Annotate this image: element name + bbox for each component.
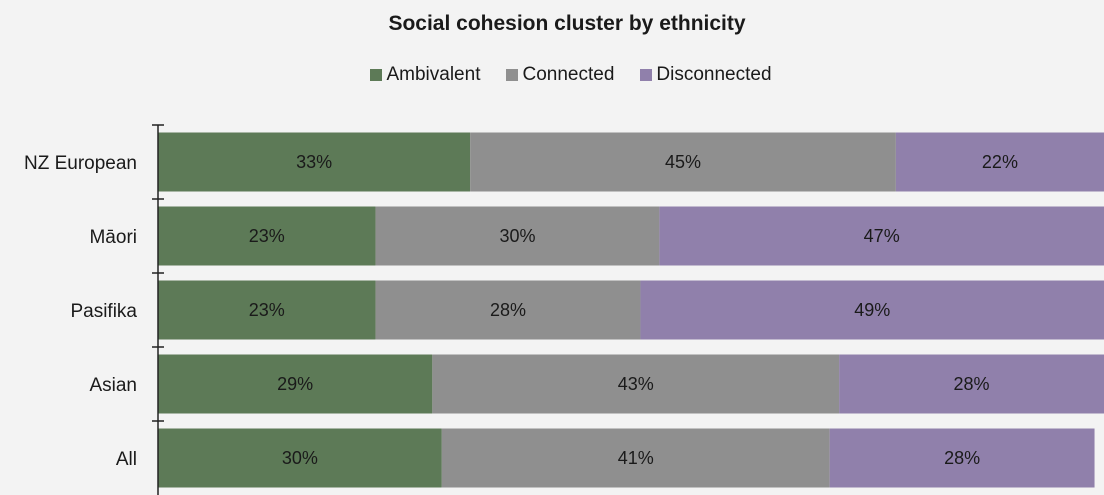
- legend-item-connected: Connected: [506, 64, 614, 86]
- bar-nz-european-disconnected: [895, 132, 1104, 192]
- data-label-maori-connected: 30%: [499, 226, 535, 246]
- data-label-pasifika-disconnected: 49%: [854, 300, 890, 320]
- bar-asian-ambivalent: [158, 354, 433, 414]
- bar-all-disconnected: [829, 428, 1095, 488]
- data-label-pasifika-ambivalent: 23%: [249, 300, 285, 320]
- legend-swatch-ambivalent: [370, 69, 383, 81]
- data-label-asian-ambivalent: 29%: [277, 374, 313, 394]
- data-label-nz-european-ambivalent: 33%: [296, 152, 332, 172]
- legend-item-ambivalent: Ambivalent: [370, 64, 480, 86]
- data-label-all-connected: 41%: [618, 448, 654, 468]
- bar-maori-disconnected: [659, 206, 1104, 266]
- bar-pasifika-connected: [375, 280, 641, 340]
- bar-nz-european-ambivalent: [158, 132, 471, 192]
- data-label-asian-disconnected: 28%: [954, 374, 990, 394]
- bar-maori-connected: [375, 206, 660, 266]
- category-label-pasifika: Pasifika: [70, 301, 137, 322]
- category-label-maori: Māori: [89, 227, 137, 248]
- category-label-all: All: [116, 449, 137, 470]
- legend-label-ambivalent: Ambivalent: [386, 64, 481, 85]
- legend: Ambivalent Connected Disconnected: [0, 64, 1104, 86]
- data-label-asian-connected: 43%: [618, 374, 654, 394]
- data-label-maori-ambivalent: 23%: [249, 226, 285, 246]
- data-label-pasifika-connected: 28%: [490, 300, 526, 320]
- bar-maori-ambivalent: [158, 206, 376, 266]
- bar-asian-disconnected: [839, 354, 1104, 414]
- data-label-nz-european-disconnected: 22%: [982, 152, 1018, 172]
- bar-nz-european-connected: [470, 132, 896, 192]
- legend-label-connected: Connected: [522, 64, 615, 85]
- category-label-asian: Asian: [89, 375, 137, 396]
- legend-label-disconnected: Disconnected: [656, 64, 772, 85]
- legend-swatch-disconnected: [640, 69, 653, 81]
- legend-swatch-connected: [506, 69, 519, 81]
- data-label-all-ambivalent: 30%: [282, 448, 318, 468]
- bar-pasifika-ambivalent: [158, 280, 376, 340]
- bar-all-connected: [441, 428, 830, 488]
- bar-pasifika-disconnected: [640, 280, 1104, 340]
- data-label-nz-european-connected: 45%: [665, 152, 701, 172]
- bar-all-ambivalent: [158, 428, 442, 488]
- bar-asian-connected: [432, 354, 840, 414]
- category-label-nz-european: NZ European: [24, 153, 137, 174]
- data-label-maori-disconnected: 47%: [864, 226, 900, 246]
- data-label-all-disconnected: 28%: [944, 448, 980, 468]
- chart-title: Social cohesion cluster by ethnicity: [388, 12, 746, 35]
- legend-item-disconnected: Disconnected: [640, 64, 772, 86]
